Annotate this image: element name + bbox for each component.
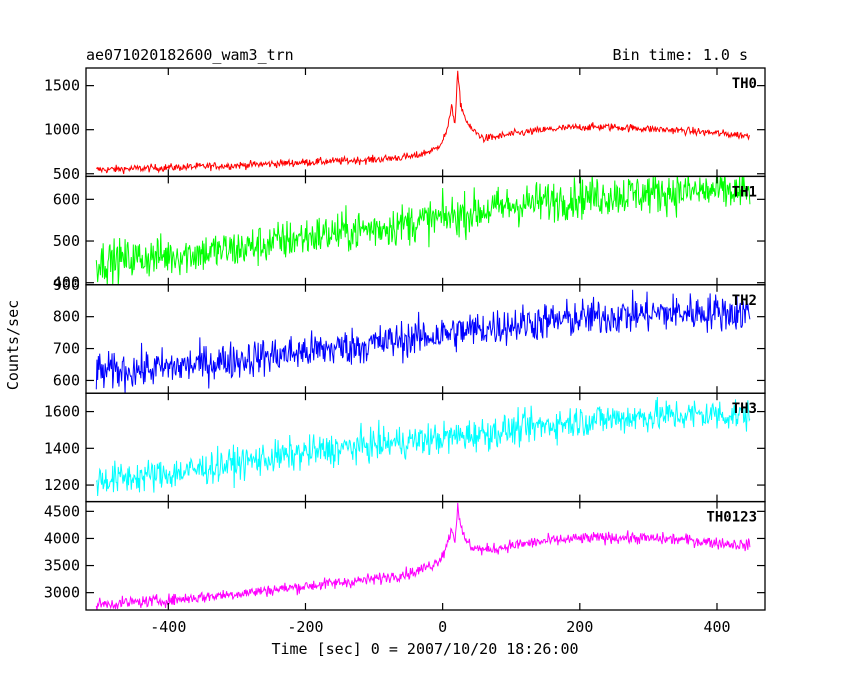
- x-axis-ticks: -400 -200 0 200 400: [150, 618, 730, 636]
- x-axis-label: Time [sec] 0 = 2007/10/20 18:26:00: [271, 640, 578, 658]
- y-tick-label: 800: [53, 308, 80, 326]
- panel-label: TH3: [732, 401, 757, 417]
- series-line-th2: [95, 289, 751, 394]
- y-tick-label: 1200: [44, 476, 80, 494]
- y-tick-label: 1500: [44, 77, 80, 95]
- y-tick-label: 500: [53, 165, 80, 183]
- y-tick-label: 600: [53, 190, 80, 208]
- x-tick-label: -200: [287, 618, 323, 636]
- y-tick-label: 700: [53, 340, 80, 358]
- y-tick-label: 1400: [44, 439, 80, 457]
- panel-label: TH0123: [706, 510, 757, 526]
- y-tick-label: 900: [53, 276, 80, 294]
- y-tick-label: 400: [53, 274, 80, 292]
- y-tick-label: 1600: [44, 403, 80, 421]
- panel-th2: 600 700 800 900 TH2: [53, 276, 766, 394]
- y-tick-label: 4500: [44, 502, 80, 520]
- panel-label: TH1: [732, 184, 757, 200]
- y-tick-label: 1000: [44, 121, 80, 139]
- panel-frame: [85, 500, 766, 611]
- y-tick-label: 3500: [44, 557, 80, 575]
- series-line-th3: [95, 396, 751, 496]
- y-tick-label: 500: [53, 232, 80, 250]
- y-axis-label: Counts/sec: [4, 300, 22, 390]
- y-tick-label: 3000: [44, 584, 80, 602]
- chart-title: ae071020182600_wam3_trn: [86, 46, 294, 64]
- x-tick-label: 400: [703, 618, 730, 636]
- panel-th0123: 3000 3500 4000 4500 TH0123: [44, 500, 766, 611]
- x-tick-label: -400: [150, 618, 186, 636]
- series-line-th1: [95, 176, 751, 285]
- y-tick-label: 4000: [44, 529, 80, 547]
- bin-time-label: Bin time: 1.0 s: [613, 46, 748, 64]
- panels: 500 1000 1500 TH0 400 500 600 TH1 600 700 800 900 TH…: [44, 67, 766, 611]
- series-line-th0: [95, 70, 751, 175]
- series-line-th0123: [95, 502, 751, 611]
- panel-label: TH2: [732, 293, 757, 309]
- y-tick-label: 600: [53, 371, 80, 389]
- x-tick-label: 200: [566, 618, 593, 636]
- panel-label: TH0: [732, 76, 757, 92]
- x-tick-label: 0: [438, 618, 447, 636]
